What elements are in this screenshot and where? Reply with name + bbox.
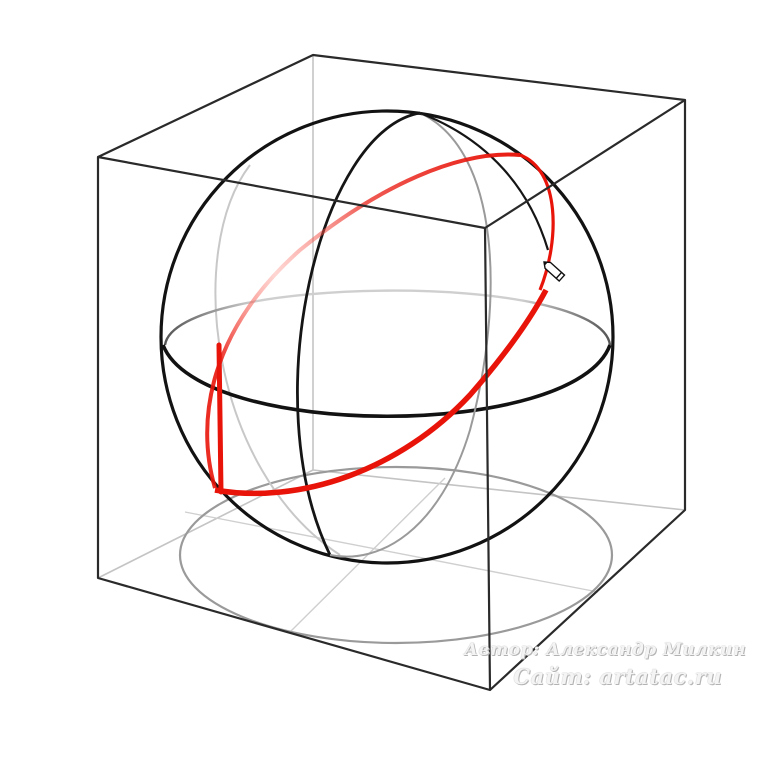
sphere-outline bbox=[159, 109, 615, 565]
equator-back bbox=[163, 289, 612, 346]
cube-front-edges bbox=[96, 53, 687, 692]
equator-front bbox=[161, 344, 612, 418]
front-meridian bbox=[296, 111, 550, 558]
cube-hidden-edges bbox=[97, 55, 686, 579]
watermark-site: Сайт: artatac.ru bbox=[513, 664, 722, 689]
red-tilted-circle bbox=[205, 152, 555, 497]
red-vertical-guide bbox=[216, 342, 224, 495]
watermark-author: Автор: Александр Милкин bbox=[464, 640, 746, 660]
pencil-cursor-icon bbox=[543, 261, 566, 283]
